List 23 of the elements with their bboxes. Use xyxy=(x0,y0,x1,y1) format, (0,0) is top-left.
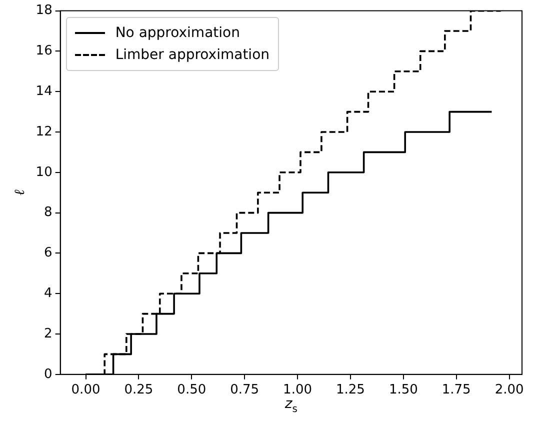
x-tick-label: 1.75 xyxy=(442,382,471,398)
y-tick-label: 0 xyxy=(44,366,52,382)
y-axis-title: ℓ xyxy=(12,190,28,196)
y-tick-label: 10 xyxy=(36,164,52,180)
x-tick-label: 0.50 xyxy=(177,382,206,398)
x-tick-label: 1.00 xyxy=(283,382,312,398)
y-tick-label: 14 xyxy=(36,84,52,99)
x-tick-label: 1.50 xyxy=(388,382,418,398)
y-tick-label: 6 xyxy=(44,246,52,261)
x-tick-label: 1.25 xyxy=(336,382,365,398)
legend-label: No approximation xyxy=(115,24,240,41)
y-tick-label: 18 xyxy=(36,3,52,18)
y-tick-label: 4 xyxy=(44,286,52,301)
x-tick-label: 2.00 xyxy=(494,382,524,398)
x-tick-label: 0.75 xyxy=(230,382,260,398)
y-tick-label: 2 xyxy=(44,326,52,342)
x-tick-label: 0.25 xyxy=(124,382,154,398)
y-tick-label: 12 xyxy=(36,124,52,140)
y-tick-label: 8 xyxy=(44,205,52,220)
y-tick-label: 16 xyxy=(36,44,52,59)
x-axis-title: z$_{s}$ xyxy=(284,396,298,415)
legend-label: Limber approximation xyxy=(115,46,270,63)
x-tick-label: 0.00 xyxy=(71,382,100,398)
